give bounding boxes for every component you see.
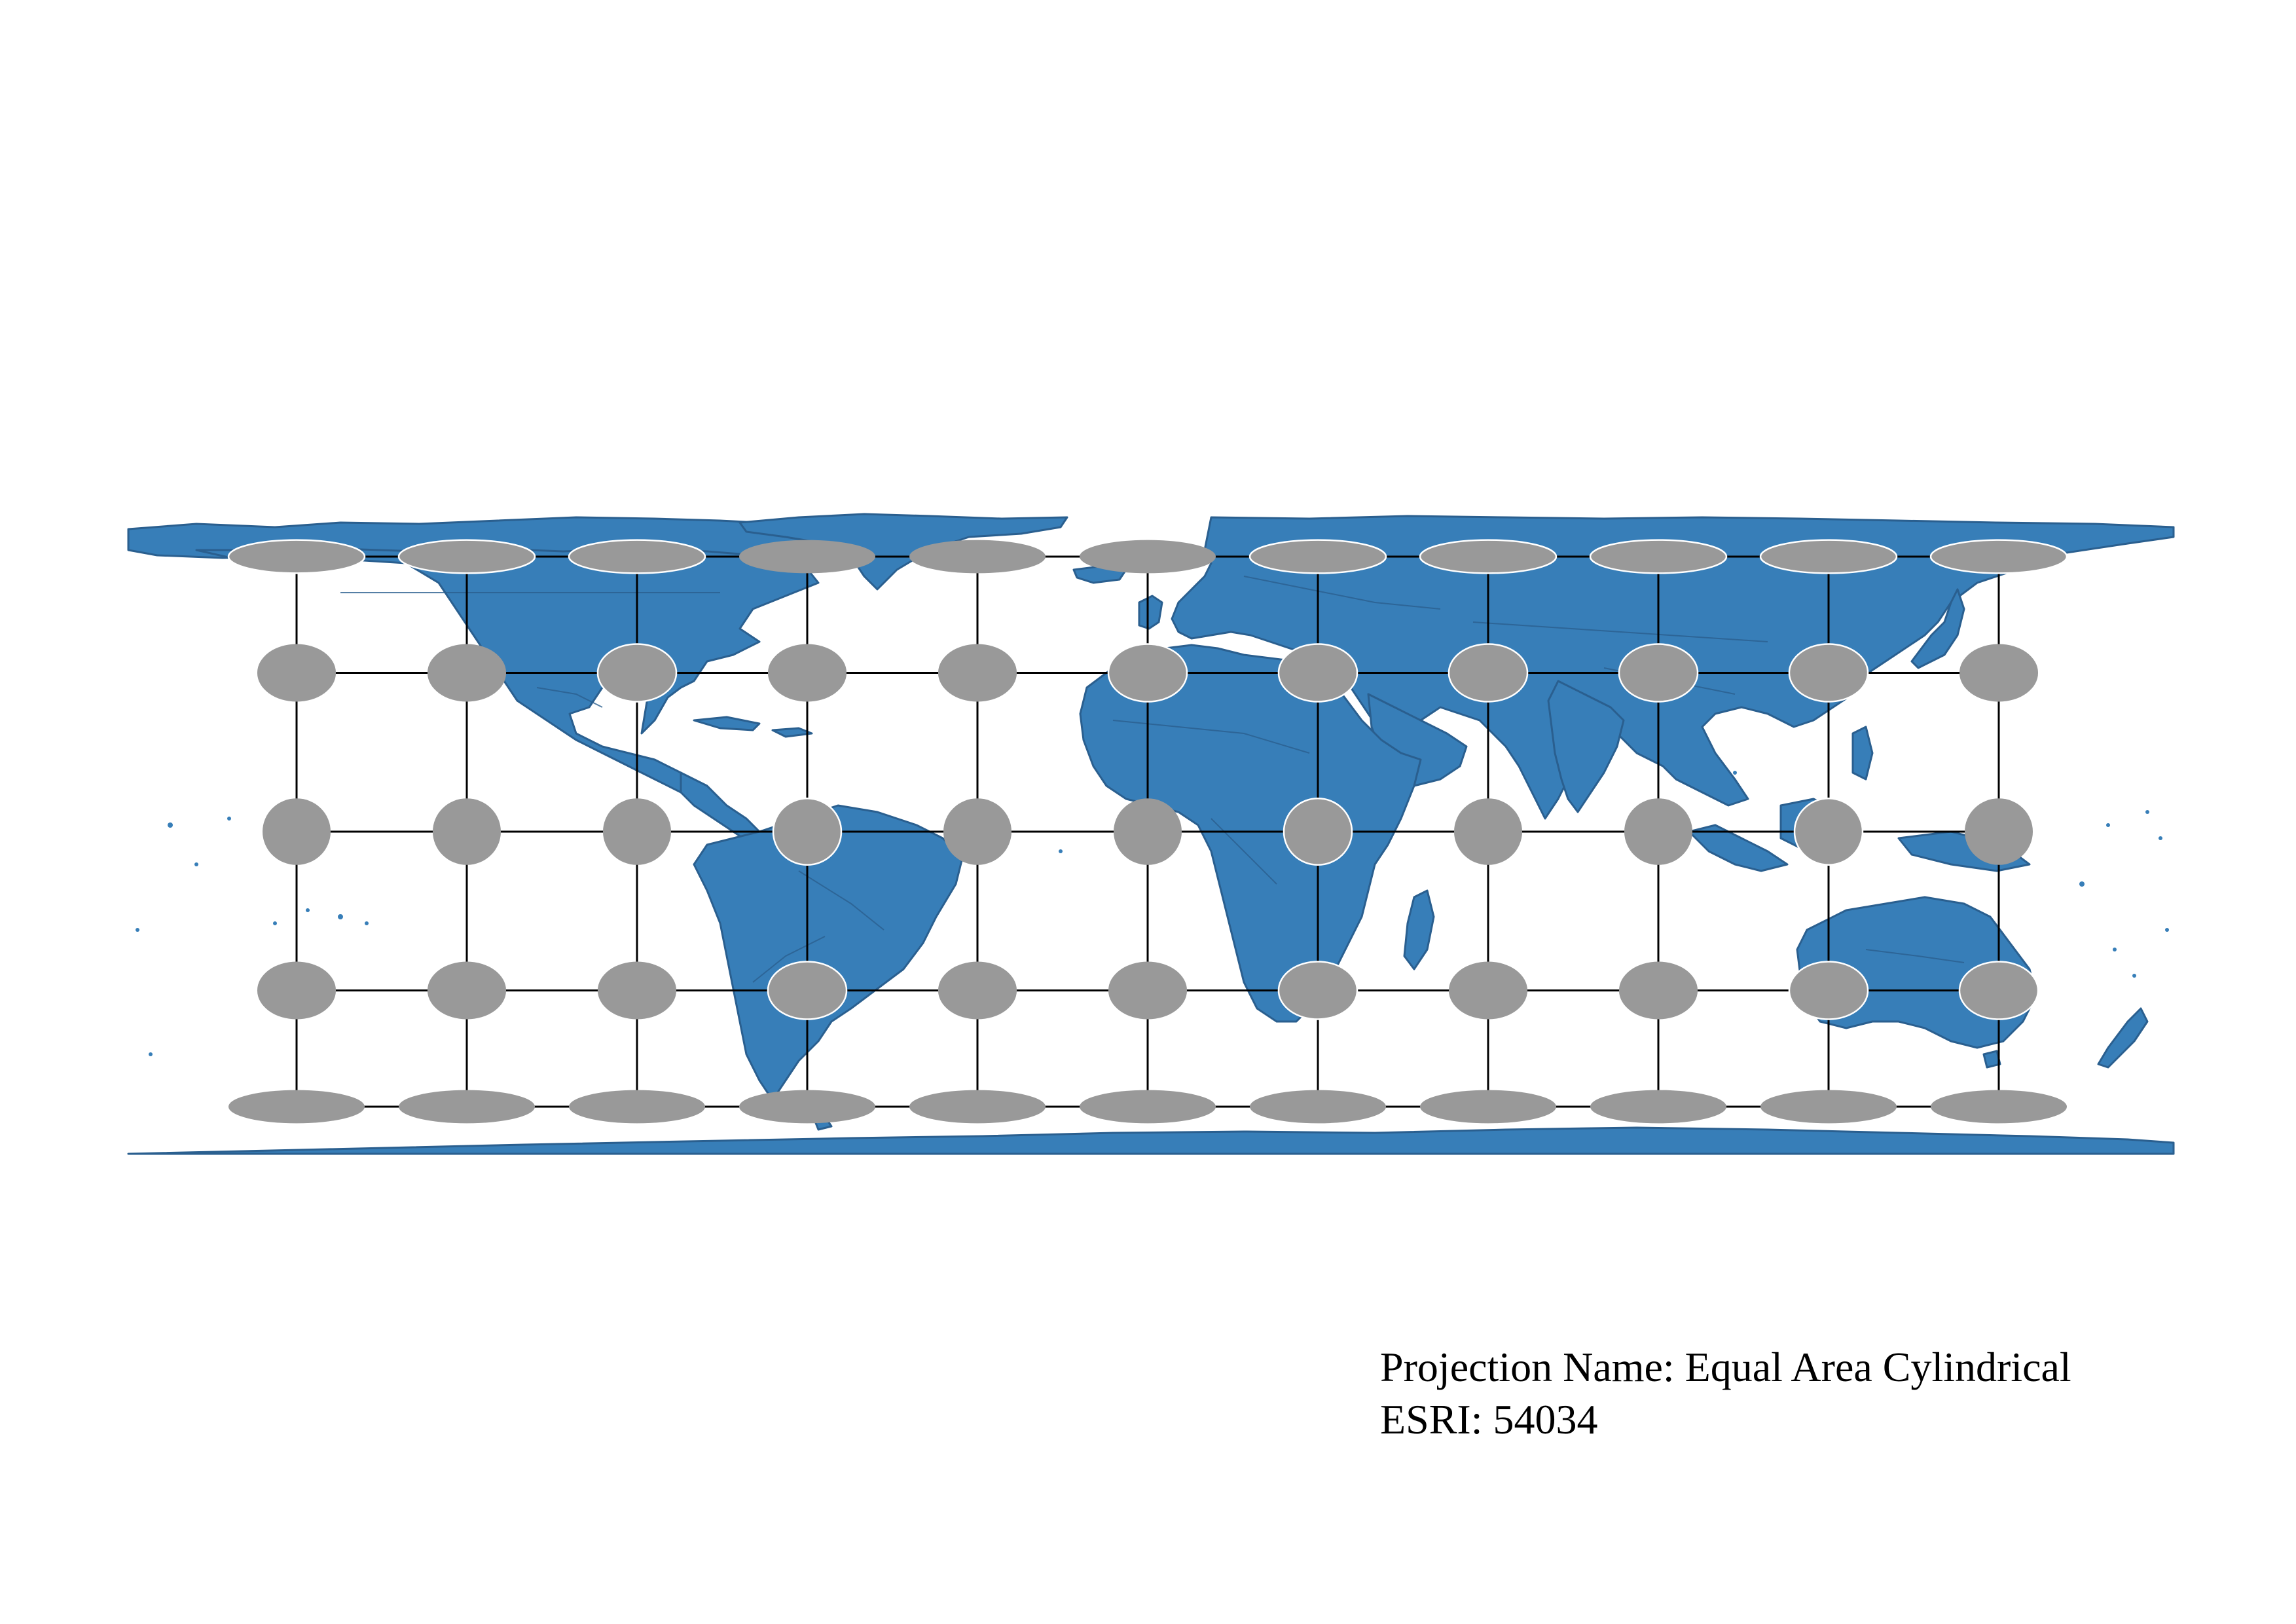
tissot-ellipse (767, 961, 848, 1020)
tissot-ellipse (1080, 540, 1216, 574)
tissot-ellipse (1420, 1090, 1556, 1124)
tissot-ellipse (1248, 539, 1387, 574)
tissot-ellipse (739, 540, 875, 574)
tissot-ellipse (399, 1090, 535, 1124)
tissot-ellipse (767, 644, 847, 702)
landmass-india (1547, 680, 1625, 813)
tissot-ellipse (1788, 643, 1869, 703)
tissot-ellipse (1793, 797, 1864, 866)
tissot-ellipse (938, 961, 1017, 1020)
landmass-tasmania (1982, 1050, 2001, 1069)
tissot-ellipse (263, 798, 331, 865)
tissot-ellipse (1448, 643, 1529, 703)
tissot-ellipse (603, 798, 671, 865)
tissot-ellipse (257, 961, 337, 1020)
tissot-ellipse (569, 1090, 705, 1124)
tissot-ellipse (1250, 1090, 1386, 1124)
landmass-madagascar (1403, 889, 1435, 970)
tissot-ellipse (1448, 961, 1528, 1020)
tissot-ellipse (1958, 961, 2039, 1020)
tissot-ellipse (1618, 643, 1699, 703)
landmass-cuba (693, 716, 761, 731)
tissot-ellipse (1114, 798, 1182, 865)
tissot-ellipse (1931, 1090, 2067, 1124)
tissot-ellipse (427, 644, 507, 702)
tissot-ellipse (1624, 798, 1692, 865)
tissot-ellipse (433, 798, 501, 865)
tissot-ellipse (1590, 1090, 1726, 1124)
tissot-ellipse (568, 539, 706, 574)
projection-name: Projection Name: Equal Area Cylindrical (1380, 1344, 2071, 1390)
tissot-ellipse (397, 539, 536, 574)
landmass-japan (1910, 588, 1965, 669)
tissot-ellipse (1454, 798, 1522, 865)
landmass-philippines (1851, 726, 1874, 781)
tissot-ellipse (909, 540, 1046, 574)
tissot-indicatrices (227, 539, 2068, 1124)
tissot-ellipse (1788, 961, 1869, 1020)
landmass-caribbean-islands (771, 727, 813, 738)
tissot-ellipse (1929, 539, 2068, 574)
tissot-ellipse (772, 797, 843, 866)
tissot-ellipse (909, 1090, 1046, 1124)
tissot-ellipse (1959, 644, 2039, 702)
tissot-ellipse (597, 961, 677, 1020)
tissot-ellipse (1107, 643, 1188, 703)
tissot-ellipse (1759, 539, 1898, 574)
tissot-ellipse (1618, 961, 1698, 1020)
tissot-ellipse (227, 539, 366, 574)
tissot-ellipse (1080, 1090, 1216, 1124)
tissot-ellipse (228, 1090, 365, 1124)
tissot-ellipse (1589, 539, 1728, 574)
landmass-south-america (693, 804, 964, 1101)
esri-code: ESRI: 54034 (1380, 1396, 1598, 1443)
tissot-ellipse (938, 644, 1017, 702)
tissot-ellipse (596, 643, 678, 703)
map-label: Projection Name: Equal Area Cylindrical … (1380, 1341, 2071, 1446)
tissot-ellipse (943, 798, 1011, 865)
tissot-ellipse (1277, 961, 1358, 1020)
landmass-indonesia (1688, 824, 1789, 872)
landmass-africa (1079, 644, 1422, 1023)
tissot-ellipse (1108, 961, 1188, 1020)
landmass-antarctica (127, 1126, 2175, 1155)
tissot-ellipse (1419, 539, 1558, 574)
tissot-ellipse (427, 961, 507, 1020)
landmass-british-isles (1138, 595, 1163, 630)
tissot-ellipse (1965, 798, 2033, 865)
tissot-ellipse (1277, 643, 1358, 703)
tissot-ellipse (739, 1090, 875, 1124)
landmass-new-zealand (2097, 1007, 2149, 1069)
pacific-islands (136, 771, 2169, 1056)
tissot-ellipse (257, 644, 337, 702)
tissot-ellipse (1760, 1090, 1897, 1124)
tissot-ellipse (1283, 797, 1353, 866)
